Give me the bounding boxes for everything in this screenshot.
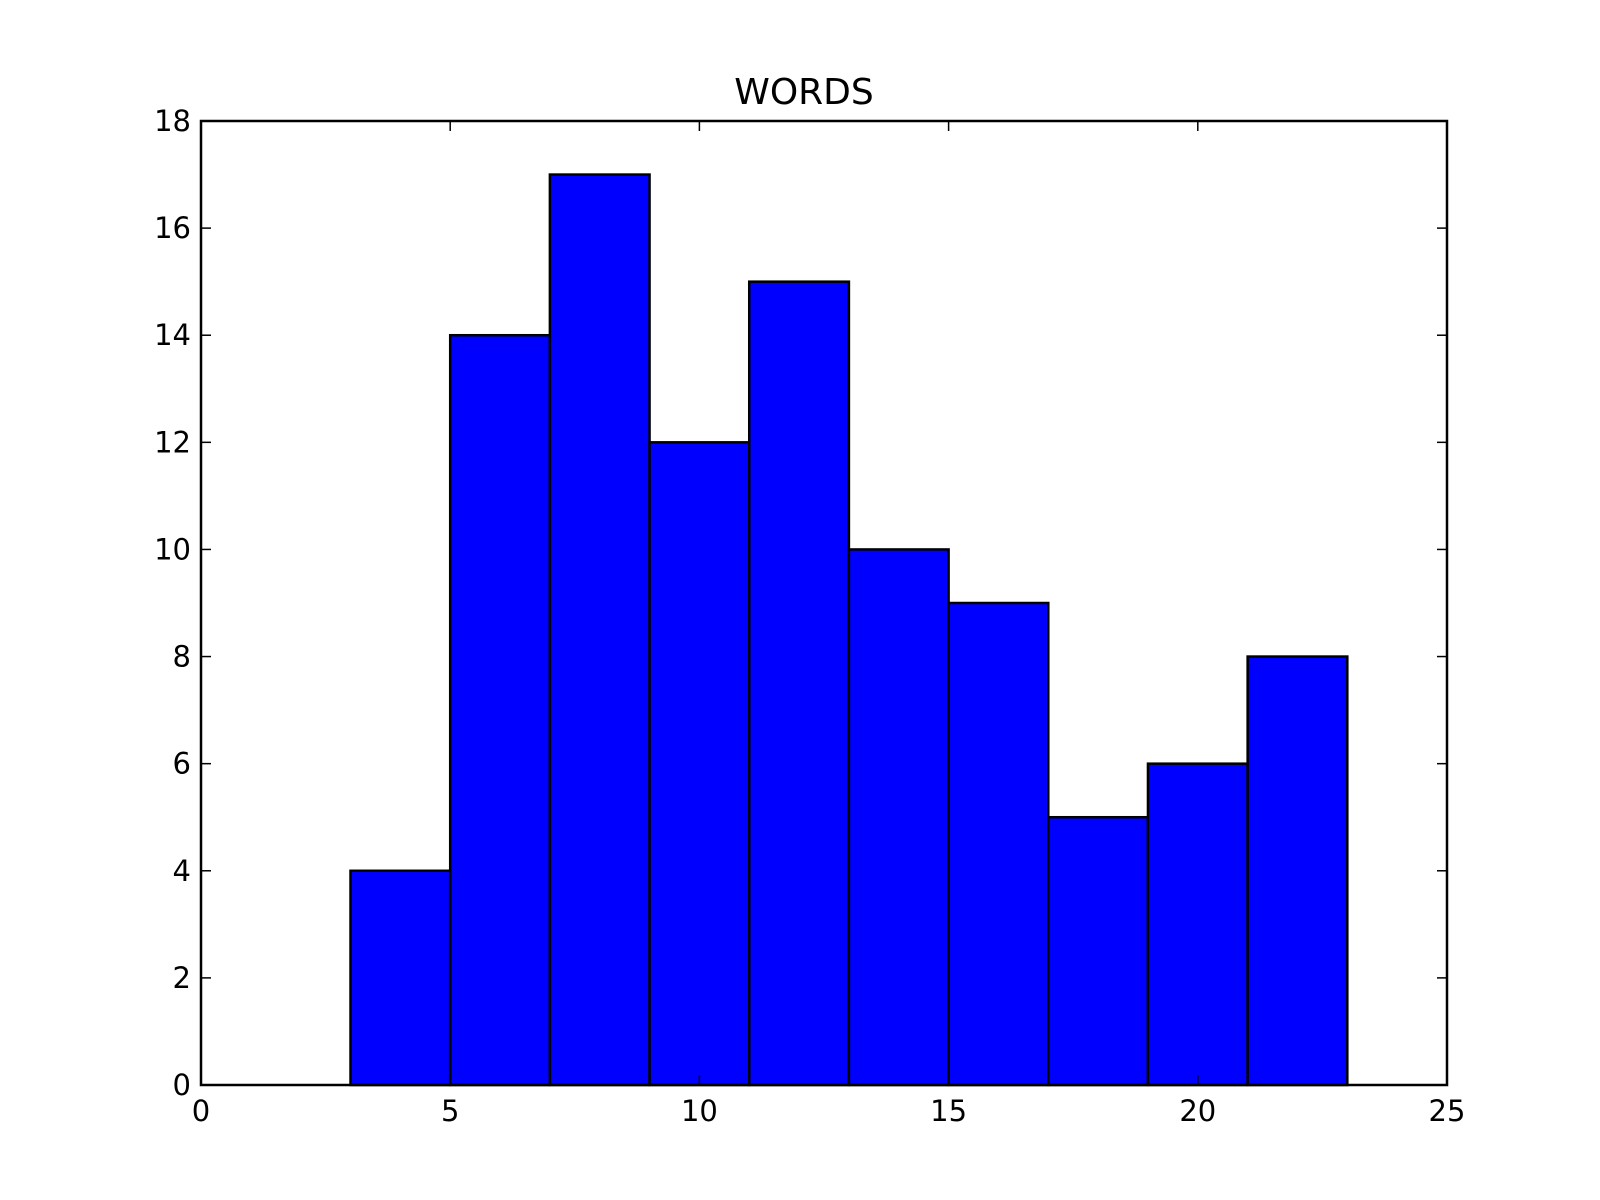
x-tick-label-3: 15 [930, 1094, 967, 1128]
histogram-bar-3 [648, 441, 751, 1087]
histogram-bar-6 [947, 601, 1050, 1087]
plot-frame [199, 119, 1449, 1087]
y-tick-label-5: 10 [154, 532, 191, 566]
y-tick-label-1: 2 [173, 961, 191, 995]
chart-title: WORDS [734, 72, 874, 113]
y-tick-label-7: 14 [154, 318, 191, 352]
y-tick-label-4: 8 [173, 640, 191, 674]
x-tick-label-0: 0 [192, 1094, 210, 1128]
histogram-bar-7 [1047, 815, 1150, 1087]
y-tick-label-3: 6 [173, 747, 191, 781]
y-tick-label-0: 0 [173, 1068, 191, 1102]
histogram-bar-0 [349, 869, 452, 1087]
y-tick-label-2: 4 [173, 854, 191, 888]
histogram-bar-4 [747, 280, 851, 1087]
x-tick-label-2: 10 [681, 1094, 718, 1128]
histogram-bar-2 [548, 173, 651, 1087]
x-tick-label-4: 20 [1179, 1094, 1216, 1128]
y-tick-label-9: 18 [154, 104, 191, 138]
x-tick-label-5: 25 [1429, 1094, 1466, 1128]
y-tick-label-8: 16 [154, 211, 191, 245]
histogram-bar-8 [1146, 762, 1249, 1087]
histogram-bar-1 [448, 333, 552, 1087]
tick-labels-group: 0 5 10 15 20 25 0 2 4 6 8 10 12 14 16 18 [154, 104, 1465, 1128]
bars-group [349, 173, 1349, 1087]
x-tick-label-1: 5 [441, 1094, 459, 1128]
y-tick-label-6: 12 [154, 425, 191, 459]
histogram-bar-9 [1246, 655, 1349, 1087]
histogram-bar-5 [847, 548, 950, 1087]
